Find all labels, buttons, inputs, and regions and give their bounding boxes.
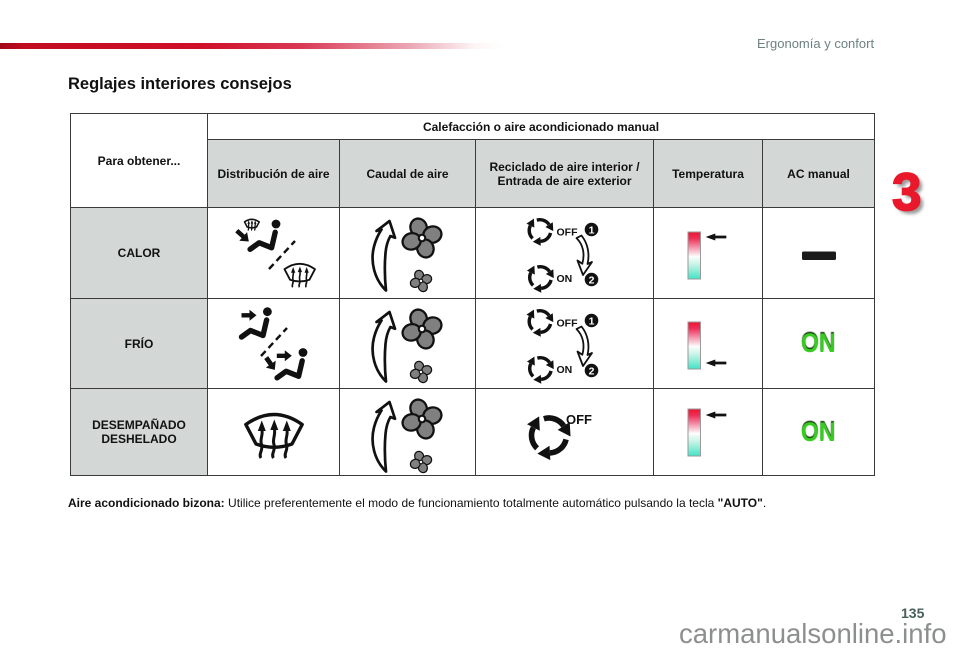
svg-text:1: 1: [589, 225, 595, 237]
svg-text:OFF: OFF: [557, 227, 579, 239]
svg-text:ON: ON: [557, 364, 573, 376]
svg-text:OFF: OFF: [566, 412, 592, 427]
svg-text:2: 2: [589, 275, 595, 287]
svg-text:OFF: OFF: [557, 318, 579, 330]
svg-text:2: 2: [589, 366, 595, 378]
svg-text:1: 1: [589, 316, 595, 328]
svg-text:ON: ON: [557, 273, 573, 285]
